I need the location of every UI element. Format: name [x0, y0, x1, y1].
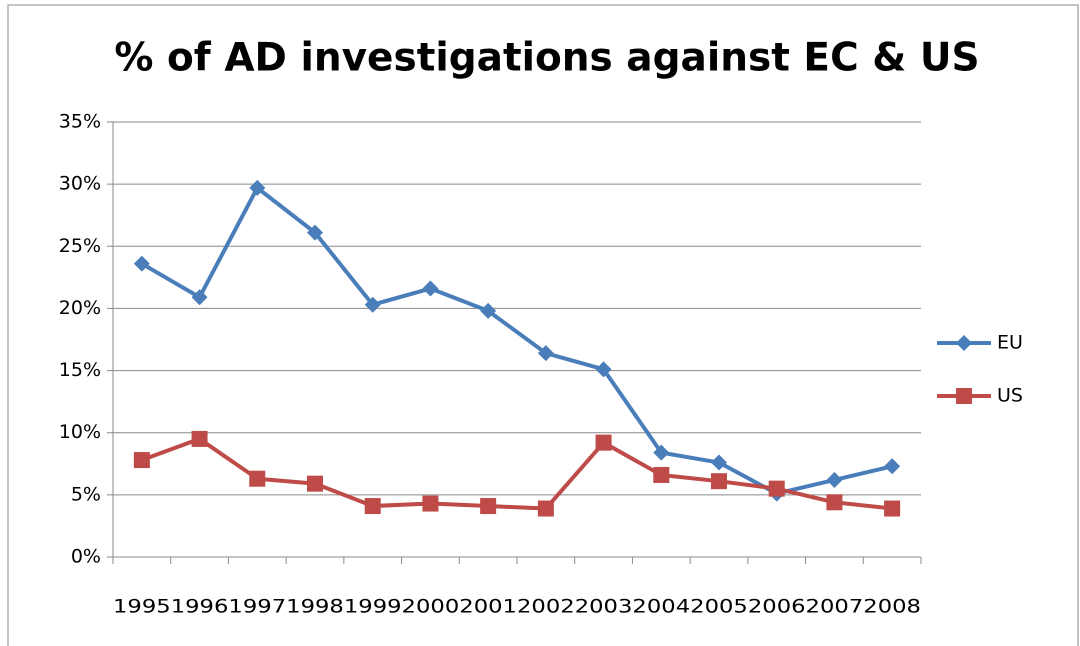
x-tick-label: 1997: [228, 596, 286, 618]
marker: [595, 434, 612, 451]
x-tick-label: 2008: [863, 596, 921, 618]
marker: [191, 289, 208, 306]
x-tick-label: 2005: [690, 596, 748, 618]
chart-frame: [7, 4, 1079, 646]
x-tick-label: 1999: [344, 596, 402, 618]
marker: [364, 498, 381, 515]
marker: [133, 452, 150, 469]
marker: [191, 430, 208, 447]
marker: [884, 458, 901, 475]
marker: [537, 345, 554, 362]
y-tick-label: 25%: [59, 235, 101, 257]
marker: [364, 296, 381, 313]
marker: [826, 494, 843, 511]
marker: [595, 361, 612, 378]
marker: [711, 473, 727, 490]
x-tick-label: 2006: [748, 596, 806, 618]
chart-title: % of AD investigations against EC & US: [114, 36, 979, 81]
x-tick-label: 1995: [113, 596, 171, 618]
marker: [826, 471, 843, 488]
legend-marker: [956, 388, 972, 404]
legend-label: US: [997, 385, 1023, 407]
legend-label: EU: [997, 332, 1023, 354]
marker: [249, 470, 266, 487]
marker: [537, 500, 554, 517]
x-tick-label: 2000: [402, 596, 460, 618]
y-tick-label: 10%: [59, 421, 101, 443]
y-tick-label: 0%: [71, 546, 101, 568]
legend-marker: [956, 335, 972, 351]
marker: [422, 495, 439, 512]
marker: [768, 480, 785, 497]
y-tick-label: 30%: [59, 173, 101, 195]
y-tick-label: 5%: [71, 483, 101, 505]
x-tick-label: 1998: [286, 596, 344, 618]
y-tick-label: 35%: [59, 111, 101, 133]
marker: [884, 500, 901, 517]
marker: [307, 224, 323, 241]
marker: [249, 179, 266, 196]
marker: [307, 475, 323, 492]
y-tick-label: 20%: [59, 297, 101, 319]
x-tick-label: 2003: [575, 596, 633, 618]
y-tick-label: 15%: [59, 359, 101, 381]
x-tick-label: 2004: [632, 596, 690, 618]
marker: [133, 255, 150, 272]
marker: [480, 302, 497, 319]
x-tick-label: 2002: [517, 596, 575, 618]
series-line: [141, 436, 893, 511]
marker: [480, 498, 497, 515]
x-tick-label: 1996: [171, 596, 229, 618]
marker: [653, 466, 670, 483]
marker: [422, 280, 439, 297]
marker: [653, 444, 670, 461]
x-tick-label: 2007: [806, 596, 864, 618]
marker: [711, 454, 727, 471]
x-tick-label: 2001: [459, 596, 517, 618]
